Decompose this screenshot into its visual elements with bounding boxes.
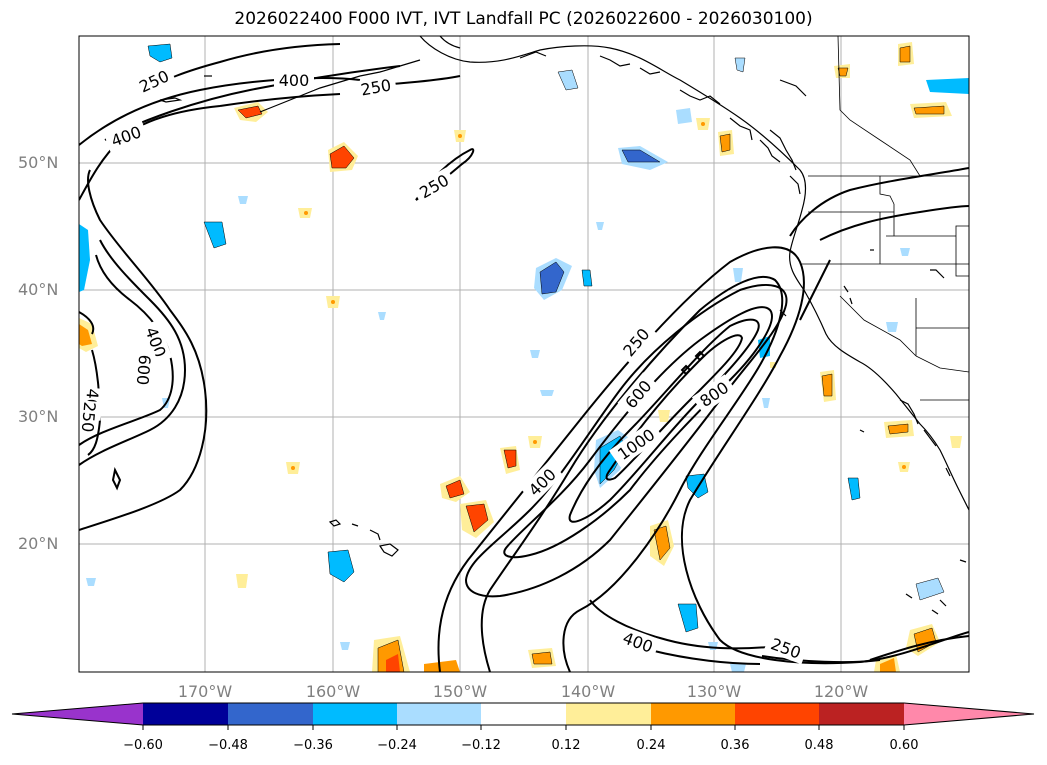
colorbar-segment: [735, 703, 819, 725]
colorbar-tick-label: 0.48: [804, 738, 834, 753]
lon-label: 140°W: [560, 682, 616, 701]
colorbar-segment: [228, 703, 313, 725]
coastlines: [159, 36, 969, 615]
colorbar-segment: [481, 703, 566, 725]
colorbar-tick-label: 0.36: [720, 738, 750, 753]
map-background: [79, 36, 969, 672]
colorbar-segment: [12, 703, 143, 725]
colorbar-tick-label: −0.24: [377, 738, 417, 753]
contour-label-600: 600: [133, 354, 155, 386]
colorbar-segment: [397, 703, 481, 725]
lon-label: 150°W: [432, 682, 488, 701]
lat-label: 40°N: [18, 280, 59, 299]
political-boundaries: [800, 36, 969, 401]
colorbar-segment: [566, 703, 651, 725]
graticule: [79, 36, 969, 672]
colorbar-tick-label: 0.24: [636, 738, 666, 753]
lat-label: 50°N: [18, 153, 59, 172]
colorbar: [11, 702, 1035, 730]
lon-label: 160°W: [305, 682, 361, 701]
map-title: 2026022400 F000 IVT, IVT Landfall PC (20…: [234, 9, 813, 29]
colorbar-tick-label: −0.48: [208, 738, 248, 753]
colorbar-tick-label: −0.60: [123, 738, 163, 753]
map-frame: [78, 35, 970, 673]
colorbar-segment: [651, 703, 735, 725]
colorbar-segment: [313, 703, 397, 725]
lon-label: 170°W: [177, 682, 233, 701]
lat-label: 30°N: [18, 407, 59, 426]
contour-label-400: 400: [279, 71, 310, 90]
colorbar-tick-label: 0.60: [889, 738, 919, 753]
lon-label: 130°W: [686, 682, 742, 701]
colorbar-segment: [904, 703, 1034, 725]
lon-label: 120°W: [813, 682, 869, 701]
colorbar-tick-label: 0.12: [551, 738, 581, 753]
colorbar-segment: [143, 703, 228, 725]
colorbar-segment: [819, 703, 904, 725]
colorbar-tick-label: −0.36: [293, 738, 333, 753]
lat-label: 20°N: [18, 534, 59, 553]
colorbar-tick-label: −0.12: [461, 738, 501, 753]
contour-label-250: 250: [78, 401, 100, 433]
pc-anomaly-fills: [79, 42, 969, 672]
